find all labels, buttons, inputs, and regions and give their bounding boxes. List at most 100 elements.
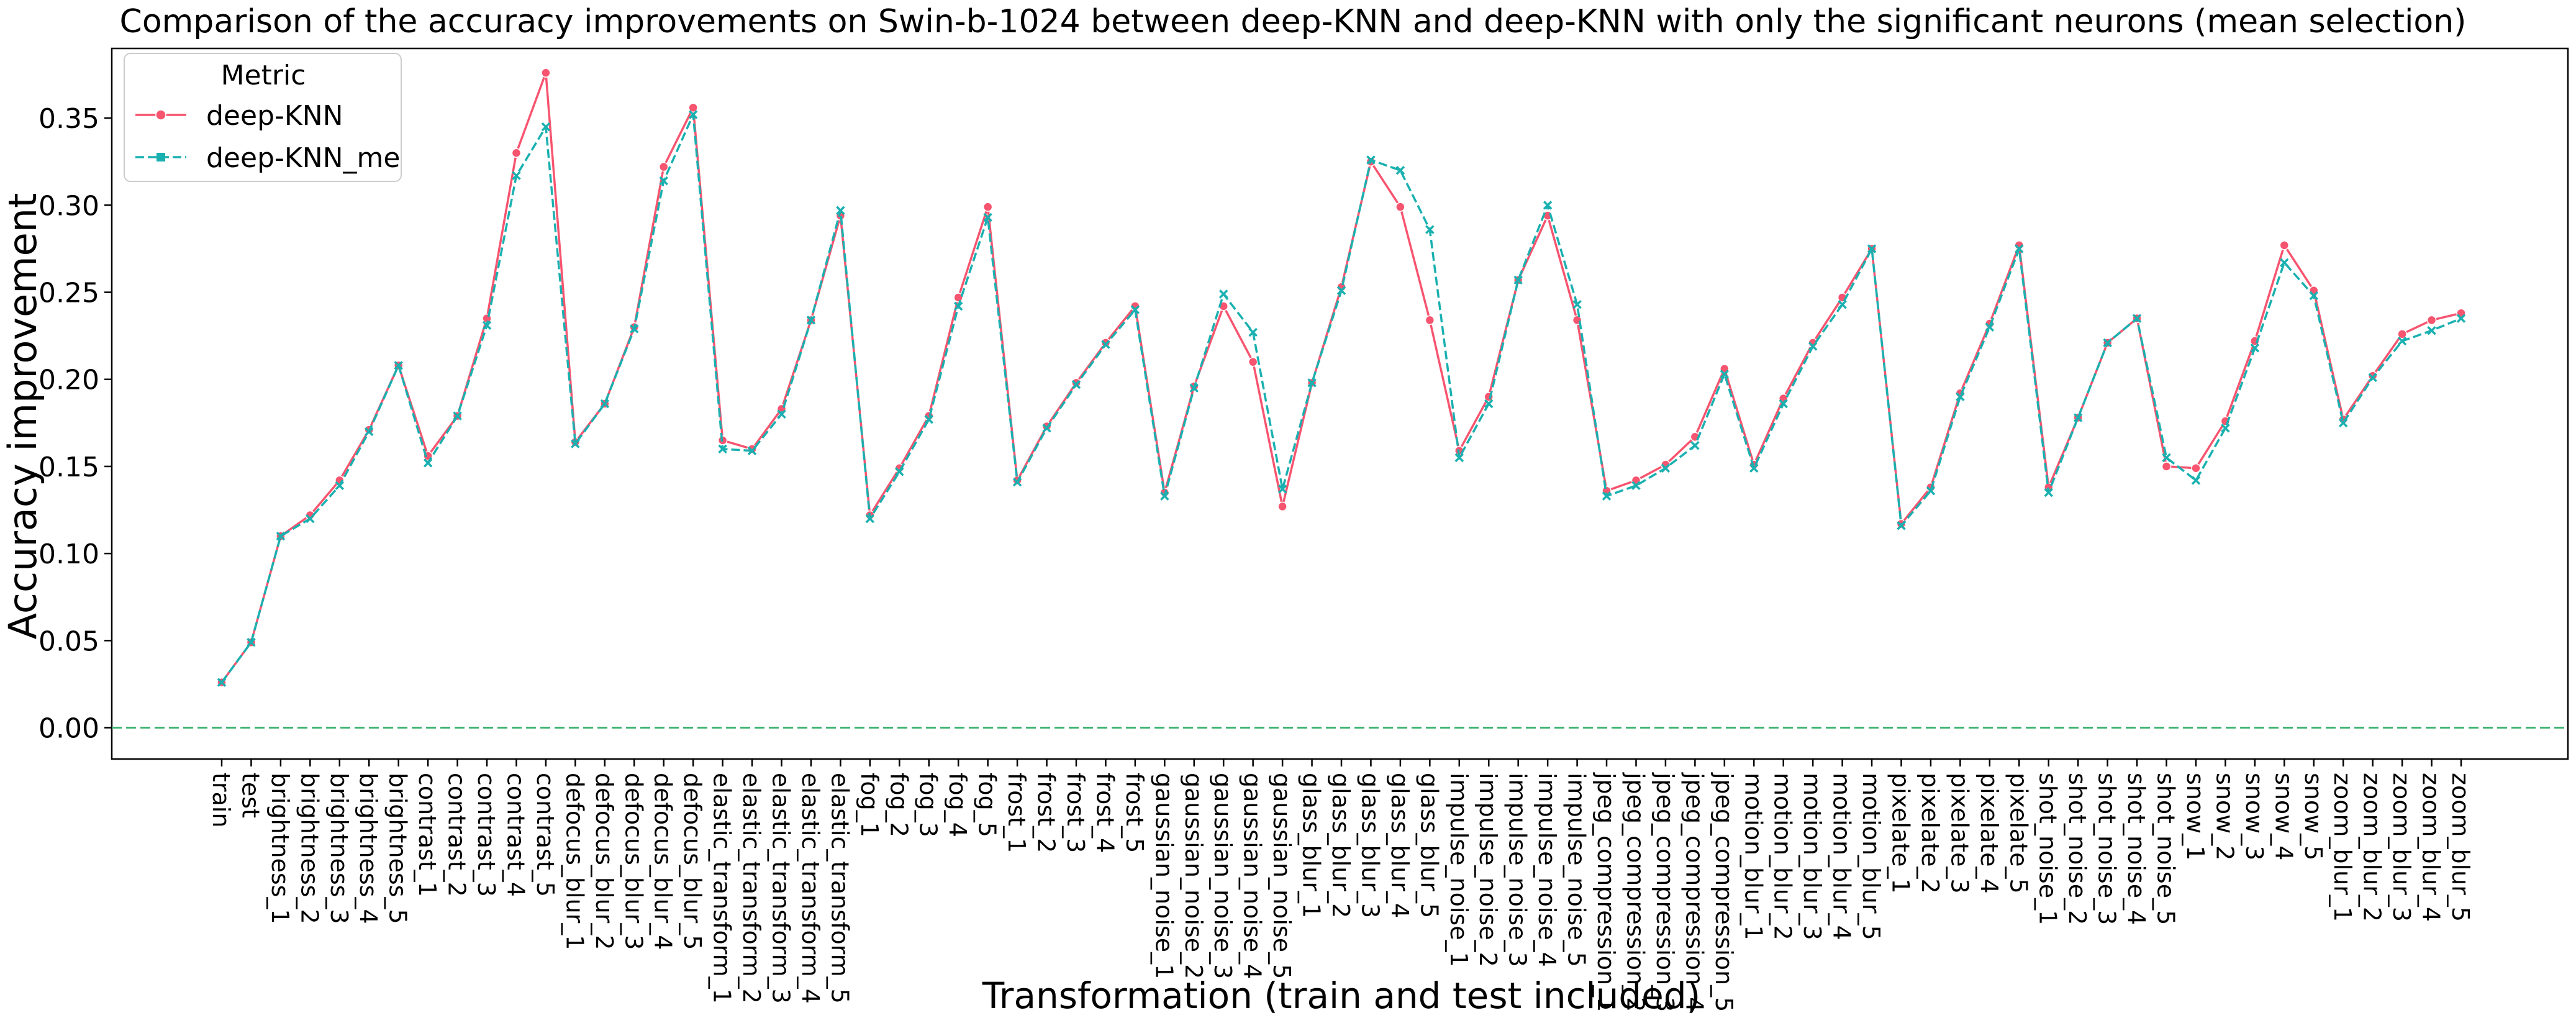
data-point [659, 176, 668, 186]
x-tick-label: jpeg_compression_2 [1621, 772, 1649, 1012]
data-point [982, 202, 993, 212]
series-deep-KNN_me [217, 110, 2466, 687]
y-tick-label: 0.20 [39, 365, 99, 396]
x-tick-label: motion_blur_3 [1798, 773, 1826, 940]
x-tick-label: fog_5 [974, 773, 1001, 837]
legend-title: Metric [221, 60, 306, 91]
data-point [2250, 343, 2260, 353]
data-point [1631, 481, 1641, 491]
data-point [482, 321, 492, 330]
x-tick-label: zoom_blur_5 [2447, 773, 2474, 922]
x-tick-label: glass_blur_3 [1356, 773, 1384, 918]
y-axis-label: Accuracy improvement [0, 193, 45, 640]
x-tick-label: jpeg_compression_5 [1710, 772, 1738, 1012]
x-tick-label: contrast_1 [414, 773, 441, 897]
x-tick-label: motion_blur_4 [1828, 773, 1856, 940]
data-point [571, 439, 580, 448]
data-point [2427, 325, 2436, 335]
x-tick-label: defocus_blur_1 [561, 773, 588, 950]
data-point [2368, 373, 2377, 383]
x-tick-label: zoom_blur_4 [2418, 773, 2445, 922]
x-tick-label: shot_noise_4 [2123, 773, 2150, 925]
x-tick-label: pixelate_5 [2005, 773, 2032, 894]
x-tick-label: motion_blur_5 [1857, 773, 1885, 940]
data-point [1897, 521, 1906, 530]
x-tick-label: brightness_4 [355, 773, 382, 924]
x-tick-label: snow_2 [2211, 773, 2238, 860]
data-point [2103, 338, 2112, 348]
x-tick-label: motion_blur_2 [1769, 773, 1797, 940]
y-tick-label: 0.30 [39, 190, 99, 222]
series-deep-KNN [217, 68, 2466, 688]
x-tick-label: impulse_noise_2 [1474, 773, 1502, 967]
x-tick-label: elastic_transform_2 [738, 773, 765, 1004]
x-tick-label: defocus_blur_2 [591, 773, 618, 950]
data-point [1779, 399, 1788, 409]
data-point [1012, 477, 1022, 487]
data-point [1425, 315, 1435, 325]
y-tick-label: 0.05 [39, 625, 99, 657]
data-point [2044, 488, 2053, 498]
data-point [2309, 291, 2318, 301]
x-tick-label: frost_1 [1003, 773, 1030, 853]
y-tick-label: 0.35 [39, 103, 99, 135]
data-point [1985, 322, 1995, 332]
x-tick-label: fog_1 [856, 773, 883, 837]
x-tick-label: glass_blur_5 [1415, 773, 1443, 918]
data-point [836, 206, 845, 216]
data-point [1307, 378, 1317, 388]
data-point [865, 514, 875, 524]
data-point [1838, 299, 1847, 309]
x-tick-label: defocus_blur_4 [650, 773, 677, 950]
data-point [2280, 258, 2289, 268]
x-tick-label: defocus_blur_5 [679, 773, 706, 950]
data-point [953, 301, 963, 311]
x-tick-label: zoom_blur_3 [2388, 773, 2415, 922]
data-point [806, 316, 816, 325]
data-point [276, 531, 286, 541]
data-point [1277, 501, 1287, 512]
data-point [247, 637, 256, 647]
x-tick-label: contrast_2 [443, 773, 471, 897]
legend-label: deep-KNN_me [206, 142, 401, 174]
x-tick-label: gaussian_noise_3 [1209, 773, 1236, 979]
x-axis: train test brightness_1 brightness_2 brightn… [207, 759, 2474, 1012]
data-point [2132, 314, 2142, 323]
data-point [1749, 463, 1759, 473]
x-tick-label: gaussian_noise_5 [1268, 773, 1295, 979]
data-point [1395, 202, 1405, 212]
x-tick-label: pixelate_1 [1887, 773, 1915, 894]
x-tick-label: jpeg_compression_1 [1592, 772, 1620, 1012]
data-point [953, 293, 963, 302]
x-tick-label: glass_blur_1 [1298, 773, 1325, 918]
x-tick-label: brightness_1 [266, 773, 294, 924]
chart-title: Comparison of the accuracy improvements … [120, 3, 2467, 40]
data-point [541, 68, 551, 78]
data-point [688, 110, 698, 119]
data-point [718, 444, 727, 454]
data-point [630, 324, 639, 334]
x-tick-label: fog_3 [915, 773, 942, 837]
plot-frame [111, 47, 2569, 760]
x-tick-label: gaussian_noise_4 [1239, 773, 1266, 979]
x-tick-label: frost_4 [1091, 773, 1118, 853]
x-tick-label: shot_noise_2 [2064, 773, 2091, 925]
x-tick-label: jpeg_compression_3 [1651, 772, 1679, 1012]
x-tick-label: contrast_5 [532, 773, 559, 897]
data-point [1277, 484, 1287, 494]
data-point [1690, 441, 1700, 450]
x-tick-label: impulse_noise_3 [1504, 773, 1531, 967]
data-point [2161, 461, 2172, 471]
series-line [220, 71, 2462, 683]
x-tick-label: shot_noise_5 [2152, 773, 2180, 925]
x-tick-label: pixelate_2 [1916, 773, 1944, 894]
data-point [2338, 418, 2348, 428]
x-tick-label: frost_3 [1062, 773, 1089, 853]
data-point [1572, 299, 1582, 309]
data-point [394, 361, 403, 370]
x-tick-label: gaussian_noise_1 [1150, 773, 1177, 979]
data-point [1130, 305, 1140, 314]
x-tick-label: zoom_blur_2 [2359, 773, 2386, 922]
data-point [1956, 392, 1965, 402]
